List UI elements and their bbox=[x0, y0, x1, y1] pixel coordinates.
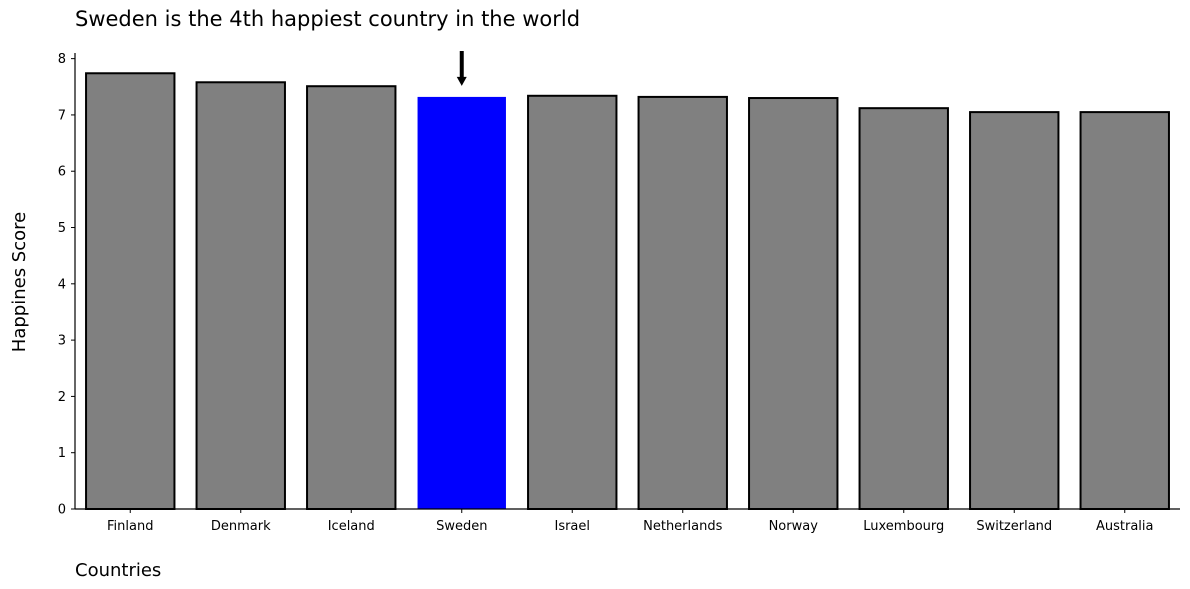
y-tick-label: 2 bbox=[58, 390, 66, 405]
x-tick-label: Australia bbox=[1096, 519, 1154, 534]
x-tick-label: Israel bbox=[554, 519, 590, 534]
x-tick-label: Denmark bbox=[211, 519, 271, 534]
x-tick-label: Iceland bbox=[328, 519, 375, 534]
bar-norway bbox=[748, 97, 839, 510]
bar-denmark bbox=[195, 81, 286, 510]
arrow-head bbox=[456, 76, 467, 86]
y-tick-label: 3 bbox=[58, 334, 66, 349]
bar-israel bbox=[527, 94, 618, 510]
x-tick-label: Luxembourg bbox=[863, 519, 944, 534]
bar-australia bbox=[1079, 111, 1170, 510]
bar-sweden bbox=[417, 96, 506, 510]
y-axis-label: Happines Score bbox=[9, 212, 30, 352]
annotation-group bbox=[456, 51, 467, 86]
x-axis-label: Countries bbox=[75, 560, 161, 581]
bar-netherlands bbox=[637, 95, 728, 511]
y-tick-label: 8 bbox=[58, 52, 66, 67]
y-axis: 0 1 2 3 4 5 6 7 8 bbox=[58, 52, 76, 518]
bar-finland bbox=[85, 72, 176, 511]
x-tick-label: Finland bbox=[107, 519, 153, 534]
chart-title: Sweden is the 4th happiest country in th… bbox=[75, 7, 580, 31]
x-tick-label: Switzerland bbox=[976, 519, 1052, 534]
x-axis: Finland Denmark Iceland Sweden Israel Netherl… bbox=[75, 508, 1180, 534]
y-tick-label: 7 bbox=[58, 108, 66, 123]
y-tick-label: 4 bbox=[58, 277, 66, 292]
y-tick-label: 6 bbox=[58, 165, 66, 180]
y-tick-label: 0 bbox=[58, 503, 66, 518]
x-tick-label: Norway bbox=[769, 519, 819, 534]
bar-luxembourg bbox=[858, 107, 949, 510]
bars-group bbox=[85, 72, 1170, 511]
bar-switzerland bbox=[969, 111, 1060, 510]
y-tick-label: 1 bbox=[58, 446, 66, 461]
x-tick-label: Sweden bbox=[436, 519, 487, 534]
x-tick-label: Netherlands bbox=[643, 519, 722, 534]
bar-iceland bbox=[306, 85, 397, 510]
y-tick-label: 5 bbox=[58, 221, 66, 236]
